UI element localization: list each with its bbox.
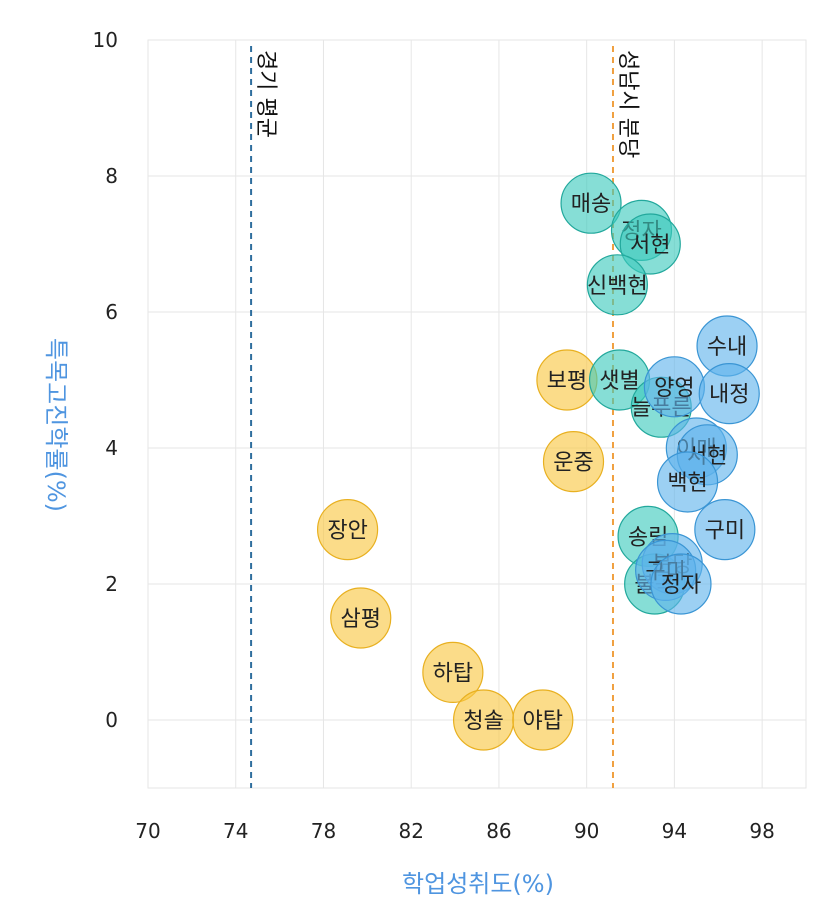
data-points: 장안삼평하탑청솔야탑보평운중매송정자서현신백현샛별늘푸른송림불곡양영수내내정이매…: [316, 172, 760, 751]
plot-border: [147, 39, 807, 789]
x-tick-label: 94: [662, 819, 687, 843]
x-axis-ticks: 70 74 78 82 86 90 94 98: [135, 819, 775, 843]
x-tick-label: 78: [311, 819, 336, 843]
y-axis-title: 특목고진학률(%): [42, 338, 70, 512]
bubble: [694, 498, 756, 561]
x-tick-label: 86: [486, 819, 511, 843]
y-tick-label: 6: [105, 300, 118, 324]
bubble-label: 장안: [327, 519, 367, 544]
y-tick-label: 2: [105, 572, 118, 596]
bubble-label: 하탑: [433, 661, 473, 686]
bubble: [330, 587, 392, 649]
bubble-label: 정자: [661, 573, 701, 598]
bubble-label: 보평: [547, 369, 587, 394]
x-tick-label: 90: [574, 819, 599, 843]
x-tick-label: 74: [223, 819, 248, 843]
bubble: [316, 498, 379, 561]
reference-line-label: 경기 평균: [253, 50, 278, 138]
bubble-label: 샛별: [599, 369, 639, 394]
bubble-label: 청솔: [463, 709, 503, 734]
bubble-label: 운중: [553, 451, 593, 476]
bubble: [422, 641, 484, 704]
bubble-label: 구미: [705, 519, 745, 544]
x-tick-label: 70: [135, 819, 160, 843]
y-tick-label: 10: [93, 28, 118, 52]
y-axis-ticks: 0 2 4 6 8 10: [93, 28, 118, 732]
x-tick-label: 98: [749, 819, 774, 843]
bubble: [619, 213, 681, 275]
reference-lines: 경기 평균 성남시 분당: [250, 46, 640, 788]
bubble: [698, 363, 760, 425]
bubble: [586, 254, 648, 316]
plot-area: [147, 39, 807, 789]
bubble-label: 수내: [707, 335, 747, 360]
y-tick-label: 0: [105, 708, 118, 732]
bubble-label: 매송: [571, 192, 611, 217]
bubble: [542, 431, 605, 493]
reference-line-label: 성남시 분당: [615, 50, 640, 158]
bubble-label: 내정: [709, 383, 749, 408]
y-tick-label: 4: [105, 436, 118, 460]
bubble: [650, 553, 712, 615]
bubble-label: 백현: [667, 471, 707, 496]
bubble-label: 양영: [654, 376, 694, 401]
x-axis-title: 학업성취도(%): [402, 870, 554, 898]
bubble: [656, 451, 719, 513]
bubble-label: 서현: [630, 233, 670, 258]
y-tick-label: 8: [105, 164, 118, 188]
bubble-label: 야탑: [523, 709, 563, 734]
bubble-label: 신백현: [587, 274, 648, 299]
bubble: [560, 172, 622, 234]
x-tick-label: 82: [398, 819, 423, 843]
bubble: [512, 689, 574, 751]
bubble-label: 삼평: [341, 607, 381, 632]
